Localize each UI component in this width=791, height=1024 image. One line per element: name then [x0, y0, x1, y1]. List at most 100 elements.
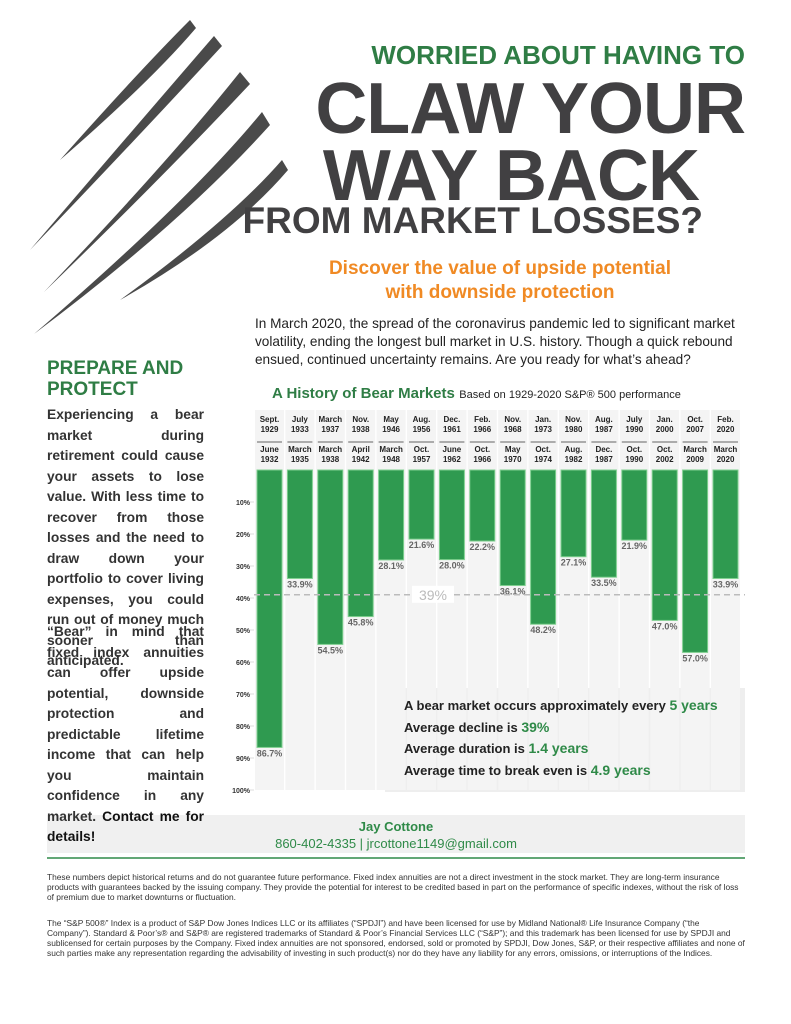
subtitle-line: Discover the value of upside potential [328, 258, 672, 279]
bar [347, 469, 374, 618]
start-date: Feb. 2020 [716, 415, 735, 434]
stat-highlight: 1.4 years [528, 740, 589, 756]
start-date: Sept. 1929 [259, 415, 280, 434]
sidebar-title: PREPARE AND PROTECT [47, 358, 184, 400]
bar [712, 469, 739, 579]
y-tick-label: 30% [236, 564, 251, 571]
stat: Average time to break even is 4.9 years [404, 762, 651, 778]
value-label: 27.1% [561, 558, 587, 568]
start-date: Aug. 1956 [412, 415, 431, 434]
end-date: Aug. 1982 [564, 445, 583, 464]
bar [560, 469, 587, 558]
bar [621, 469, 648, 541]
start-date: July 1933 [290, 415, 309, 434]
end-date: March 1948 [379, 445, 403, 464]
start-date: Nov. 1938 [351, 415, 370, 434]
end-date: Dec. 1987 [594, 445, 613, 464]
column-bg [285, 410, 315, 790]
end-date: March 1935 [288, 445, 312, 464]
column-bg [559, 410, 588, 790]
stat-highlight: 4.9 years [590, 761, 651, 778]
end-date: Oct. 1990 [625, 445, 644, 464]
value-label: 45.8% [348, 618, 374, 628]
y-tick-label: 10% [236, 500, 251, 507]
disclaimer: These numbers depict historical returns … [47, 872, 739, 902]
average-label: 39% [419, 587, 447, 603]
contact-details: 860-402-4335 | jrcottone1149@gmail.com [275, 836, 517, 851]
value-label: 54.5% [318, 645, 344, 655]
bar [408, 469, 435, 540]
value-label: 36.1% [500, 587, 526, 597]
stat-text: Average time to break even is [404, 762, 588, 778]
end-date: June 1962 [442, 445, 462, 464]
value-label: 21.9% [622, 541, 648, 551]
column-bg [711, 410, 740, 790]
bar [469, 469, 496, 542]
subtitle: Discover the value of upside potential wi… [250, 257, 750, 305]
y-tick-label: 80% [236, 724, 251, 731]
end-date: Oct. 1966 [473, 445, 492, 464]
y-tick-label: 20% [236, 532, 251, 539]
headline: CLAW YOUR [315, 69, 746, 149]
sidebar-text: “Bear” in mind that fixed index annuitie… [47, 622, 204, 848]
contact: Jay Cottone 860-402-4335 | jrcottone1149@… [47, 818, 745, 852]
y-tick-label: 90% [236, 756, 251, 763]
chart-title: A History of Bear Markets [272, 385, 455, 402]
start-date: Aug. 1987 [594, 415, 613, 434]
value-label: 86.7% [257, 748, 283, 758]
start-date: Feb. 1966 [473, 415, 492, 434]
start-date: Nov. 1980 [564, 415, 583, 434]
contact-box [47, 815, 745, 853]
bar [438, 469, 465, 561]
value-label: 28.1% [378, 561, 404, 571]
kicker: WORRIED ABOUT HAVING TO [371, 40, 745, 70]
y-tick-label: 100% [232, 788, 251, 795]
stat-highlight: 5 years [669, 697, 718, 713]
bar [499, 469, 526, 587]
bar [317, 469, 344, 645]
value-label: 21.6% [409, 540, 435, 550]
claw-marks [30, 20, 288, 334]
stat-text: A bear market occurs approximately every [404, 698, 666, 713]
bar [682, 469, 709, 653]
stat: Average decline is 39% [404, 719, 549, 735]
sidebar-cta: Contact me for details! [47, 808, 204, 845]
value-label: 48.2% [530, 625, 556, 635]
headline: FROM MARKET LOSSES? [242, 200, 703, 241]
value-label: 28.0% [439, 561, 465, 571]
bar [256, 469, 283, 748]
headline: WAY BACK [322, 136, 700, 216]
chart-subtitle: Based on 1929-2020 S&P® 500 performance [459, 389, 681, 401]
disclaimer: The “S&P 500®” Index is a product of S&P… [47, 918, 745, 958]
value-label: 47.0% [652, 621, 678, 631]
end-date: April 1942 [351, 445, 370, 464]
end-date: Oct. 1974 [534, 445, 552, 464]
y-tick-label: 40% [236, 596, 251, 603]
bar [590, 469, 617, 578]
value-label: 33.9% [287, 579, 313, 589]
start-date: May 1946 [382, 415, 400, 434]
stat: A bear market occurs approximately every… [404, 697, 718, 713]
start-date: Nov. 1968 [503, 415, 522, 434]
bar [286, 469, 313, 579]
bar [378, 469, 405, 561]
stat: Average duration is 1.4 years [404, 740, 588, 756]
start-date: March 1937 [318, 415, 343, 434]
column-bg [589, 410, 619, 790]
end-date: March 1938 [318, 445, 343, 464]
average-label-bg [412, 585, 454, 603]
sidebar-text: Experiencing a bear market during retire… [47, 407, 204, 668]
contact-name: Jay Cottone [358, 819, 434, 834]
chart-heading: A History of Bear Markets Based on 1929-… [272, 385, 681, 403]
start-date: Jan. 1973 [534, 415, 552, 434]
y-tick-label: 50% [236, 628, 251, 635]
end-date: March 2020 [713, 445, 738, 464]
subtitle-line: with downside protection [385, 282, 615, 303]
end-date: Oct. 2002 [655, 445, 674, 464]
value-label: 57.0% [682, 653, 708, 663]
y-tick-label: 70% [236, 692, 251, 699]
y-tick-label: 60% [236, 660, 251, 667]
start-date: Dec. 1961 [442, 415, 461, 434]
